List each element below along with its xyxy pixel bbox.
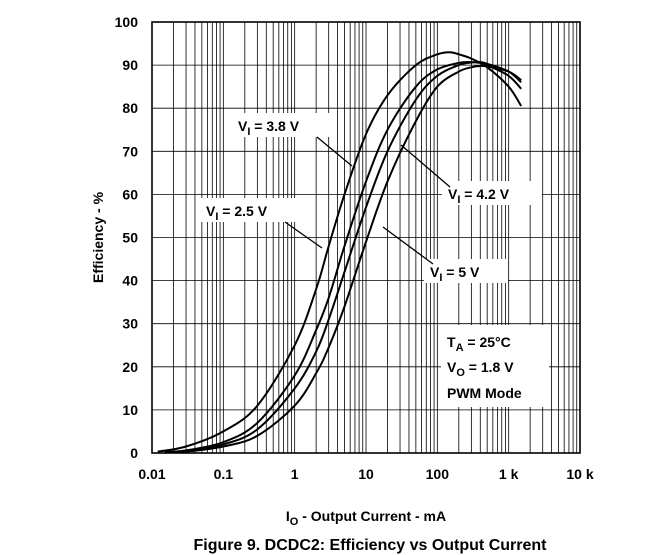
x-tick-label: 100	[426, 466, 450, 482]
y-tick-label: 80	[122, 100, 138, 116]
x-tick-label: 10	[358, 466, 374, 482]
series-line-0	[157, 51, 523, 453]
y-axis-title: Efficiency - %	[90, 191, 106, 283]
y-tick-label: 100	[115, 14, 139, 30]
x-tick-label: 1 k	[499, 466, 519, 482]
y-tick-label: 40	[122, 273, 138, 289]
y-tick-label: 60	[122, 186, 138, 202]
series-label-4-2v: VI = 4.2 V	[400, 144, 542, 206]
ambient-temperature-label: TA = 25°C	[447, 334, 511, 354]
series-line-2	[164, 61, 522, 454]
svg-text:VI = 4.2 V: VI = 4.2 V	[448, 186, 510, 206]
svg-text:VI = 3.8 V: VI = 3.8 V	[238, 118, 300, 138]
x-tick-label: 1	[291, 466, 299, 482]
x-tick-label: 0.01	[138, 466, 165, 482]
plot-area	[151, 21, 581, 454]
y-tick-label: 30	[122, 316, 138, 332]
tick-labels: 0 10 20 30 40 50 60 70 80 90 100 0.01 0.1 1 10 100 1 k 10…	[115, 14, 594, 482]
figure-caption: Figure 9. DCDC2: Efficiency vs Output Cu…	[194, 537, 548, 554]
series-label-2-5v: VI = 2.5 V	[200, 198, 323, 249]
efficiency-curves	[157, 51, 523, 454]
series-label-5v: VI = 5 V	[382, 226, 508, 284]
mode-label: PWM Mode	[447, 385, 522, 401]
output-voltage-label: VO = 1.8 V	[447, 359, 514, 379]
y-tick-label: 50	[122, 230, 138, 246]
x-axis-title: IO - Output Current - mA	[286, 508, 446, 528]
svg-text:VI = 5 V: VI = 5 V	[430, 264, 480, 284]
svg-text:VI = 2.5 V: VI = 2.5 V	[206, 203, 268, 223]
y-tick-label: 10	[122, 402, 138, 418]
conditions-box: TA = 25°C VO = 1.8 V PWM Mode	[441, 325, 549, 407]
x-tick-label: 0.1	[214, 466, 234, 482]
y-tick-label: 20	[122, 359, 138, 375]
series-line-3	[164, 64, 522, 454]
series-label-3-8v: VI = 3.8 V	[232, 113, 353, 167]
y-tick-label: 0	[130, 445, 138, 461]
y-tick-label: 70	[122, 143, 138, 159]
x-tick-label: 10 k	[566, 466, 593, 482]
y-tick-label: 90	[122, 57, 138, 73]
